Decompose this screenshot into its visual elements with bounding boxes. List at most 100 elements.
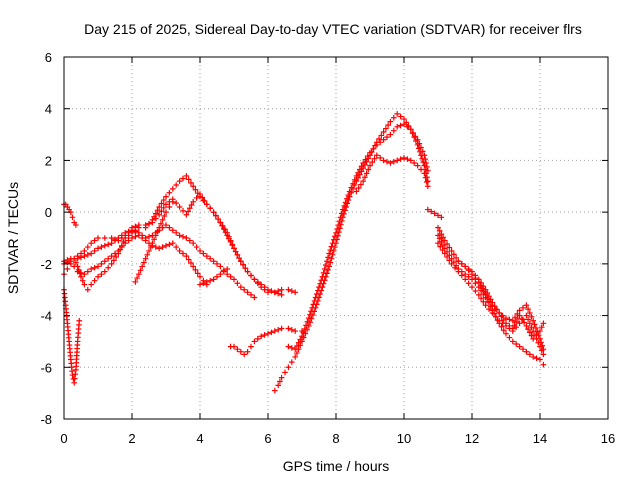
data-point — [425, 167, 431, 174]
data-point — [111, 257, 117, 264]
data-point — [272, 387, 278, 394]
data-point — [404, 156, 411, 162]
axis-ticks: 0 2 4 6 8 10 12 14 16 -8 -6 -4 -2 0 2 4 6 — [40, 50, 615, 446]
data-point — [459, 272, 465, 279]
data-point — [190, 263, 196, 270]
data-point — [68, 255, 74, 262]
data-point — [516, 307, 523, 314]
data-point — [261, 284, 268, 290]
y-axis-label: SDTVAR / TECUs — [5, 182, 21, 294]
data-point — [102, 242, 108, 249]
data-point — [387, 118, 394, 125]
data-point — [469, 284, 475, 290]
data-point — [91, 277, 98, 284]
data-point — [480, 291, 487, 297]
data-point — [510, 317, 516, 324]
data-point — [224, 271, 230, 277]
data-point — [323, 262, 329, 268]
data-point — [308, 308, 314, 315]
data-point — [446, 244, 453, 251]
data-point — [519, 316, 525, 322]
data-point — [486, 306, 492, 312]
data-series — [61, 111, 547, 394]
data-point — [419, 148, 426, 155]
data-point — [153, 215, 159, 222]
data-point — [251, 294, 258, 301]
data-point — [170, 186, 176, 192]
data-point — [185, 176, 192, 183]
data-point — [275, 382, 281, 389]
data-point — [183, 211, 190, 218]
data-point — [173, 200, 179, 206]
data-point — [499, 312, 506, 319]
data-point — [397, 113, 404, 120]
data-point — [525, 316, 531, 323]
data-point — [176, 204, 183, 210]
y-tick-label: -4 — [40, 309, 52, 324]
data-point — [156, 204, 162, 210]
data-point — [289, 288, 295, 294]
data-point — [163, 201, 169, 208]
data-point — [112, 250, 118, 257]
data-point — [367, 149, 373, 156]
data-point — [76, 317, 83, 324]
data-point — [408, 126, 414, 133]
data-point — [506, 316, 513, 323]
data-point — [350, 180, 356, 187]
data-point — [289, 359, 295, 365]
data-point — [424, 164, 430, 170]
data-point — [503, 330, 509, 337]
data-point — [374, 152, 380, 159]
data-point — [136, 232, 142, 239]
data-point — [394, 124, 400, 130]
data-point — [538, 324, 545, 331]
data-point — [173, 182, 179, 188]
data-point — [187, 205, 193, 212]
data-point — [278, 286, 285, 293]
data-point — [516, 343, 523, 350]
series-track-4 — [71, 232, 210, 288]
data-point — [312, 294, 319, 301]
data-point — [319, 273, 326, 280]
data-point — [224, 232, 230, 239]
data-point — [414, 162, 421, 169]
data-point — [376, 136, 382, 142]
data-point — [482, 286, 489, 293]
data-point — [232, 248, 239, 255]
data-point — [455, 268, 462, 275]
data-point — [129, 235, 135, 241]
data-point — [523, 323, 530, 329]
data-point — [304, 318, 311, 325]
data-point — [278, 325, 285, 332]
data-point — [136, 271, 142, 277]
data-point — [348, 184, 355, 191]
data-point — [405, 123, 412, 129]
data-point — [255, 279, 261, 285]
data-point — [199, 194, 206, 201]
data-point — [81, 248, 88, 254]
data-point — [346, 188, 353, 195]
data-point — [421, 152, 428, 159]
data-point — [306, 315, 312, 321]
data-point — [469, 276, 475, 283]
data-point — [401, 121, 407, 128]
x-tick-label: 12 — [465, 431, 479, 446]
data-point — [506, 323, 513, 329]
data-point — [207, 205, 213, 212]
data-point — [158, 200, 165, 207]
data-point — [435, 212, 441, 219]
data-point — [188, 180, 194, 186]
data-point — [301, 326, 308, 332]
data-point — [217, 271, 224, 277]
data-point — [383, 125, 389, 132]
data-point — [303, 322, 309, 329]
data-point — [330, 248, 337, 254]
data-point — [487, 296, 494, 303]
data-point — [221, 268, 227, 275]
data-point — [462, 276, 468, 283]
data-point — [194, 270, 201, 277]
data-point — [435, 224, 441, 231]
data-point — [278, 292, 285, 298]
data-point — [425, 206, 431, 213]
data-point — [277, 378, 283, 385]
